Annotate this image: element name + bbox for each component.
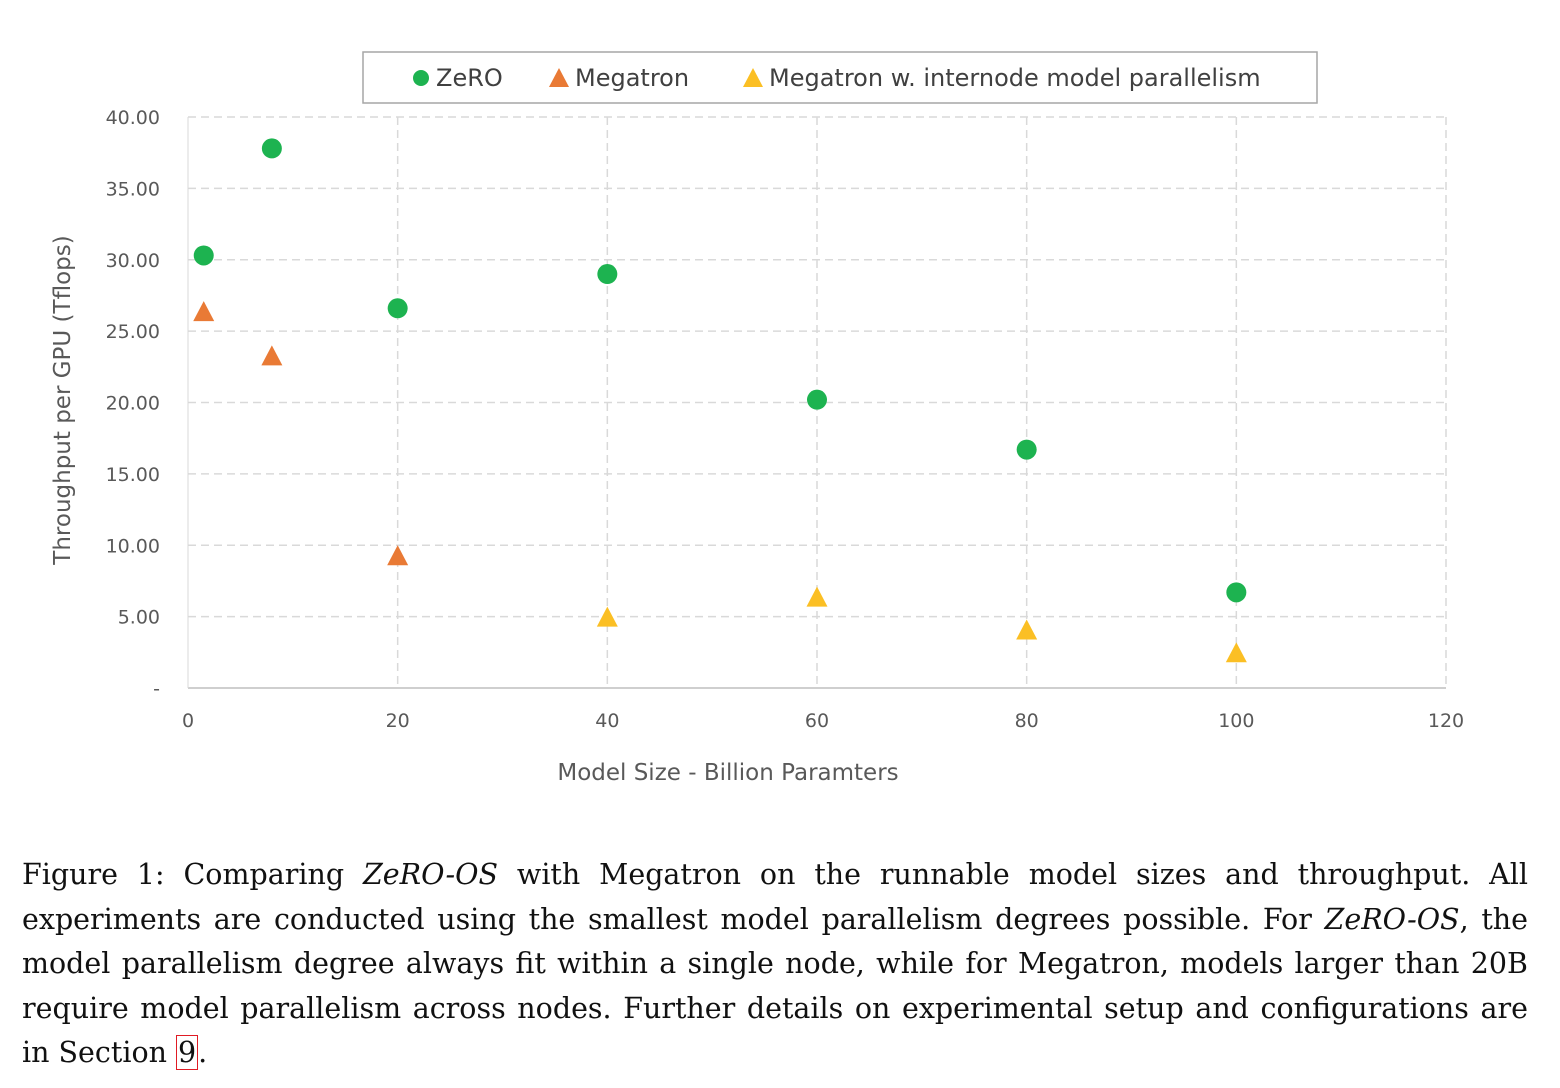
data-point-series-0 (807, 389, 827, 410)
legend-marker-megatron (549, 68, 569, 87)
caption-zero-os-2: ZeRO-OS (1324, 902, 1460, 936)
y-tick-label: 20.00 (106, 393, 160, 415)
x-tick-label: 100 (1218, 710, 1254, 732)
data-point-series-1 (387, 545, 409, 566)
x-tick-labels: 0 20 40 60 80 100 120 (182, 710, 1464, 732)
x-tick-label: 0 (182, 710, 194, 732)
section-reference-link[interactable]: 9 (176, 1035, 199, 1070)
data-point-series-2 (806, 586, 828, 607)
y-tick-label: 15.00 (106, 464, 160, 486)
data-point-series-0 (387, 298, 408, 319)
caption-prefix: Figure 1: Comparing (22, 858, 363, 891)
caption-zero-os-1: ZeRO-OS (362, 858, 499, 891)
y-tick-label: - (153, 678, 160, 700)
y-tick-label: 5.00 (118, 607, 160, 629)
data-points (193, 138, 1247, 663)
x-tick-label: 60 (805, 710, 829, 732)
x-tick-label: 20 (386, 710, 410, 732)
scatter-chart: - 5.00 10.00 15.00 20.00 25.00 30.00 35.00 40.00… (50, 51, 1464, 786)
caption-suffix: . (198, 1036, 208, 1069)
legend-label-zero: ZeRO (436, 64, 503, 92)
x-tick-label: 120 (1428, 710, 1464, 732)
y-tick-label: 10.00 (106, 535, 160, 557)
legend-label-megatron: Megatron (575, 64, 689, 92)
data-point-series-0 (597, 264, 618, 285)
data-point-series-2 (1016, 619, 1038, 640)
axes (187, 117, 1446, 689)
data-point-series-2 (1225, 642, 1247, 663)
figure-caption: Figure 1: Comparing ZeRO-OS with Megatro… (22, 853, 1528, 1076)
legend-label-megatron-internode: Megatron w. internode model parallelism (769, 64, 1261, 92)
y-tick-label: 25.00 (106, 321, 160, 343)
data-point-series-1 (261, 345, 283, 366)
x-tick-label: 40 (595, 710, 619, 732)
caption-text-2: , the model parallelism degree always fi… (22, 902, 1529, 1070)
legend-box (362, 51, 1318, 104)
y-tick-labels: - 5.00 10.00 15.00 20.00 25.00 30.00 35.00 40.00 (106, 107, 160, 700)
y-tick-label: 35.00 (106, 178, 160, 200)
data-point-series-2 (596, 606, 618, 627)
data-point-series-0 (261, 138, 282, 159)
x-axis-title: Model Size - Billion Paramters (557, 760, 898, 786)
data-point-series-0 (193, 245, 214, 266)
data-point-series-0 (1016, 439, 1037, 460)
data-point-series-1 (193, 301, 215, 322)
legend-marker-megatron-internode (743, 68, 763, 87)
data-point-series-0 (1226, 582, 1247, 603)
legend: ZeRO Megatron Megatron w. internode mode… (362, 51, 1318, 104)
caption-text-1: with Megatron on the runnable model size… (22, 858, 1528, 936)
x-tick-label: 80 (1015, 710, 1039, 732)
y-axis-title: Throughput per GPU (Tflops) (50, 235, 76, 565)
y-tick-label: 40.00 (106, 107, 160, 129)
y-tick-label: 30.00 (106, 250, 160, 272)
legend-marker-zero (413, 70, 429, 86)
